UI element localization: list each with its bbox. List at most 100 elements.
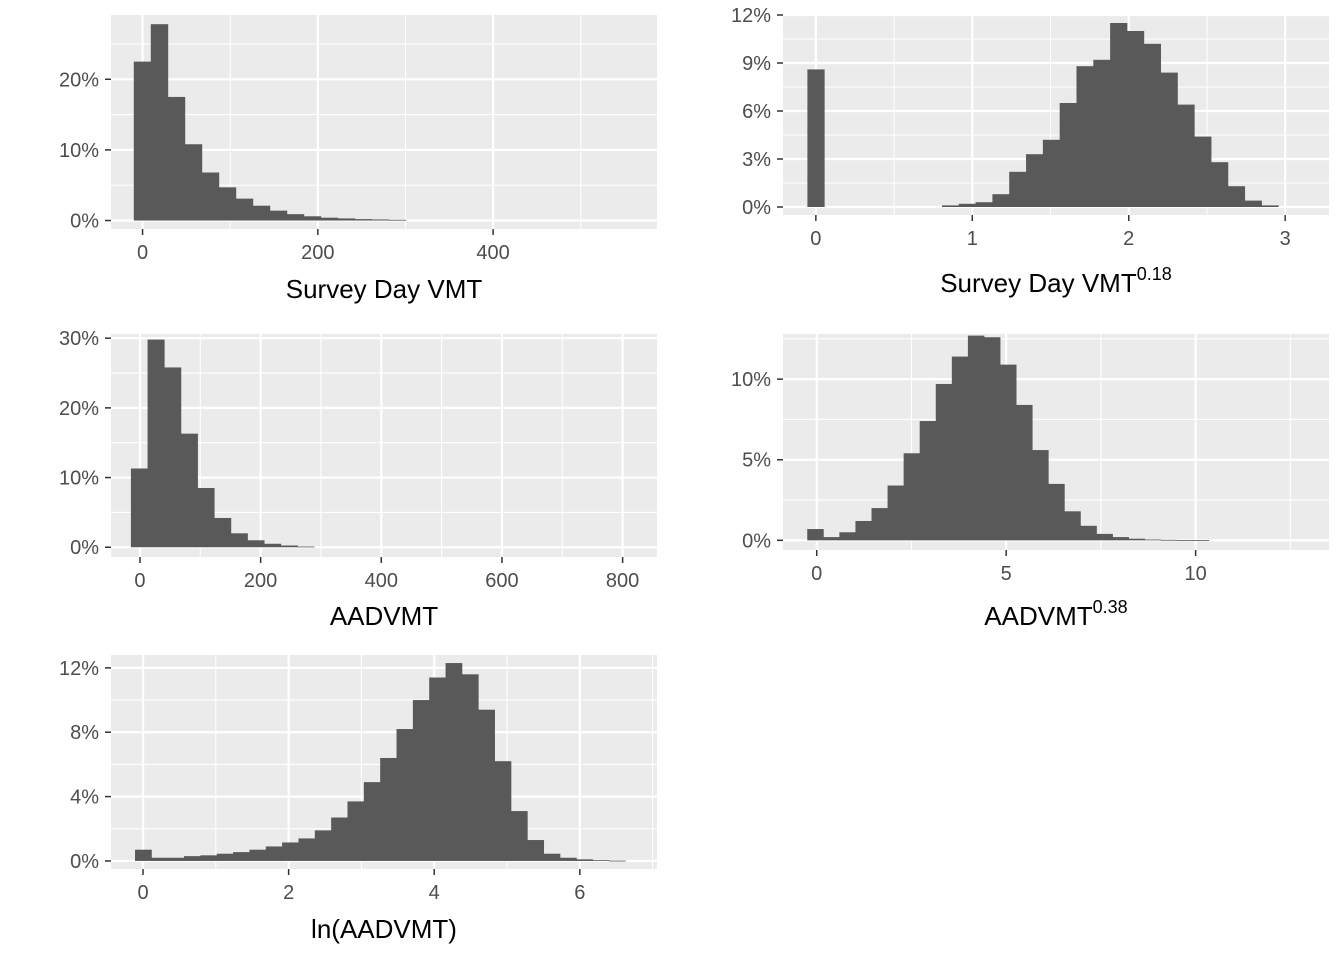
histogram-bar: [1160, 539, 1178, 541]
histogram-bar: [354, 219, 373, 221]
x-tick-label: 0: [811, 563, 822, 585]
histogram-bar: [380, 757, 397, 861]
histogram-bar: [151, 857, 169, 861]
histogram-bar: [337, 218, 356, 221]
histogram-bar: [1160, 72, 1178, 207]
histogram-panel-3: 0 200 400 600 800 0% 10% 20% 30% AADVMT: [59, 328, 657, 631]
histogram-bar: [201, 172, 220, 221]
histogram-bar: [445, 663, 463, 861]
histogram-bar: [1192, 540, 1210, 541]
histogram-bar: [975, 202, 993, 207]
histogram-bar: [1059, 103, 1077, 207]
histogram-bar: [218, 187, 237, 221]
histogram-bar: [429, 677, 446, 861]
y-tick-label: 10%: [59, 468, 99, 490]
x-axis-title-exponent: 0.38: [1093, 597, 1128, 617]
histogram-bar: [1128, 538, 1146, 541]
y-tick-label: 3%: [742, 149, 771, 171]
histogram-bar: [130, 468, 148, 548]
histogram-bar: [297, 546, 315, 548]
histogram-bar: [576, 859, 594, 861]
histogram-bar: [1064, 511, 1081, 541]
y-tick-label: 0%: [70, 851, 99, 873]
histogram-bar: [592, 860, 610, 861]
histogram-bar: [494, 761, 512, 861]
histogram-bar: [1096, 533, 1113, 541]
x-tick-label: 2: [283, 882, 294, 904]
histogram-bar: [265, 846, 283, 861]
histogram-bar: [286, 214, 305, 221]
histogram-bar: [249, 849, 267, 861]
histogram-bar: [298, 838, 316, 861]
histogram-bar: [958, 203, 976, 207]
histogram-bar: [230, 533, 248, 548]
histogram-bar: [1261, 205, 1279, 207]
histogram-bar: [510, 811, 528, 861]
histogram-bar: [807, 529, 824, 541]
histogram-panel-2: 0 1 2 3 0% 3% 6% 9% 12% Survey Day VMT0.18: [731, 5, 1329, 298]
histogram-bar: [1244, 200, 1262, 207]
y-tick-label: 8%: [70, 722, 99, 744]
x-axis-title-exponent: 0.18: [1137, 264, 1172, 284]
histogram-bar: [184, 856, 201, 861]
y-tick-label: 30%: [59, 328, 99, 350]
histogram-bar: [855, 520, 872, 541]
histogram-bar: [280, 545, 298, 548]
histogram-bar: [807, 69, 825, 208]
x-tick-label: 0: [137, 882, 148, 904]
histogram-bar: [269, 210, 288, 221]
histogram-bar: [233, 852, 250, 861]
histogram-bar: [903, 453, 921, 541]
x-axis-title-text: Survey Day VMT: [286, 274, 483, 304]
histogram-bar: [1143, 43, 1161, 207]
x-axis-title-text: AADVMT: [330, 601, 438, 631]
x-tick-label: 200: [301, 242, 334, 264]
histogram-bar: [347, 801, 365, 861]
histogram-bar: [264, 543, 282, 548]
histogram-bar: [527, 840, 545, 861]
x-tick-label: 0: [810, 228, 821, 250]
histogram-bar: [1093, 59, 1111, 207]
x-axis-title: ln(AADVMT): [311, 914, 457, 944]
histogram-bar: [412, 700, 430, 861]
x-axis-title: Survey Day VMT0.18: [940, 264, 1172, 298]
histogram-bar: [823, 537, 840, 541]
x-tick-label: 3: [1280, 228, 1291, 250]
histogram-bar: [1126, 31, 1145, 207]
histogram-bar: [1076, 66, 1094, 207]
histogram-bar: [235, 198, 254, 221]
histogram-bar: [478, 709, 495, 861]
y-tick-label: 12%: [731, 5, 771, 27]
x-axis-title: AADVMT: [330, 601, 438, 631]
histogram-bar: [282, 842, 299, 861]
histogram-bar: [214, 517, 232, 548]
x-tick-label: 400: [476, 242, 509, 264]
histogram-bar: [1042, 139, 1061, 207]
histogram-bar: [197, 488, 215, 548]
histogram-bar: [1000, 364, 1017, 541]
histogram-bar: [461, 674, 479, 861]
histogram-bar: [167, 857, 185, 861]
x-tick-label: 200: [244, 570, 277, 592]
histogram-bar: [559, 857, 577, 861]
histogram-bar: [992, 194, 1010, 207]
x-tick-label: 4: [429, 882, 440, 904]
histogram-bar: [1176, 540, 1194, 541]
x-tick-label: 2: [1123, 228, 1134, 250]
histogram-bar: [1048, 483, 1065, 541]
histogram-bar: [887, 485, 905, 541]
x-tick-label: 5: [1001, 563, 1012, 585]
y-tick-label: 9%: [742, 53, 771, 75]
histogram-bar: [1194, 136, 1212, 207]
x-tick-label: 1: [967, 228, 978, 250]
histogram-bar: [331, 817, 348, 861]
histogram-bar: [150, 24, 169, 221]
y-tick-label: 10%: [731, 369, 771, 391]
histogram-bar: [1032, 450, 1049, 541]
y-tick-label: 0%: [742, 197, 771, 219]
histogram-bar: [543, 853, 561, 861]
histogram-bar: [147, 339, 165, 548]
histogram-bar: [371, 219, 390, 221]
histogram-bar: [252, 205, 271, 221]
